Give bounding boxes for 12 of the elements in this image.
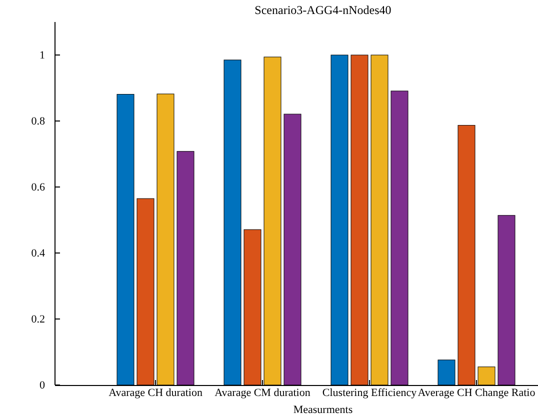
y-tick-label: 0.8	[31, 116, 46, 128]
y-tick-label: 0.4	[31, 248, 46, 260]
y-tick-label: 1	[40, 50, 45, 62]
x-tick-label: Average CH Change Ratio	[418, 386, 536, 399]
y-tick-label: 0.2	[31, 314, 45, 326]
x-axis-title: Measurments	[293, 404, 353, 416]
x-tick-label: Avarage CM duration	[214, 386, 311, 399]
x-tick-label: Clustering Efficiency	[322, 386, 418, 399]
chart-title: Scenario3-AGG4-nNodes40	[254, 3, 392, 17]
y-tick-label: 0	[40, 380, 46, 392]
x-tick-label: Avarage CH duration	[108, 386, 203, 399]
y-tick-label: 0.6	[31, 182, 46, 194]
